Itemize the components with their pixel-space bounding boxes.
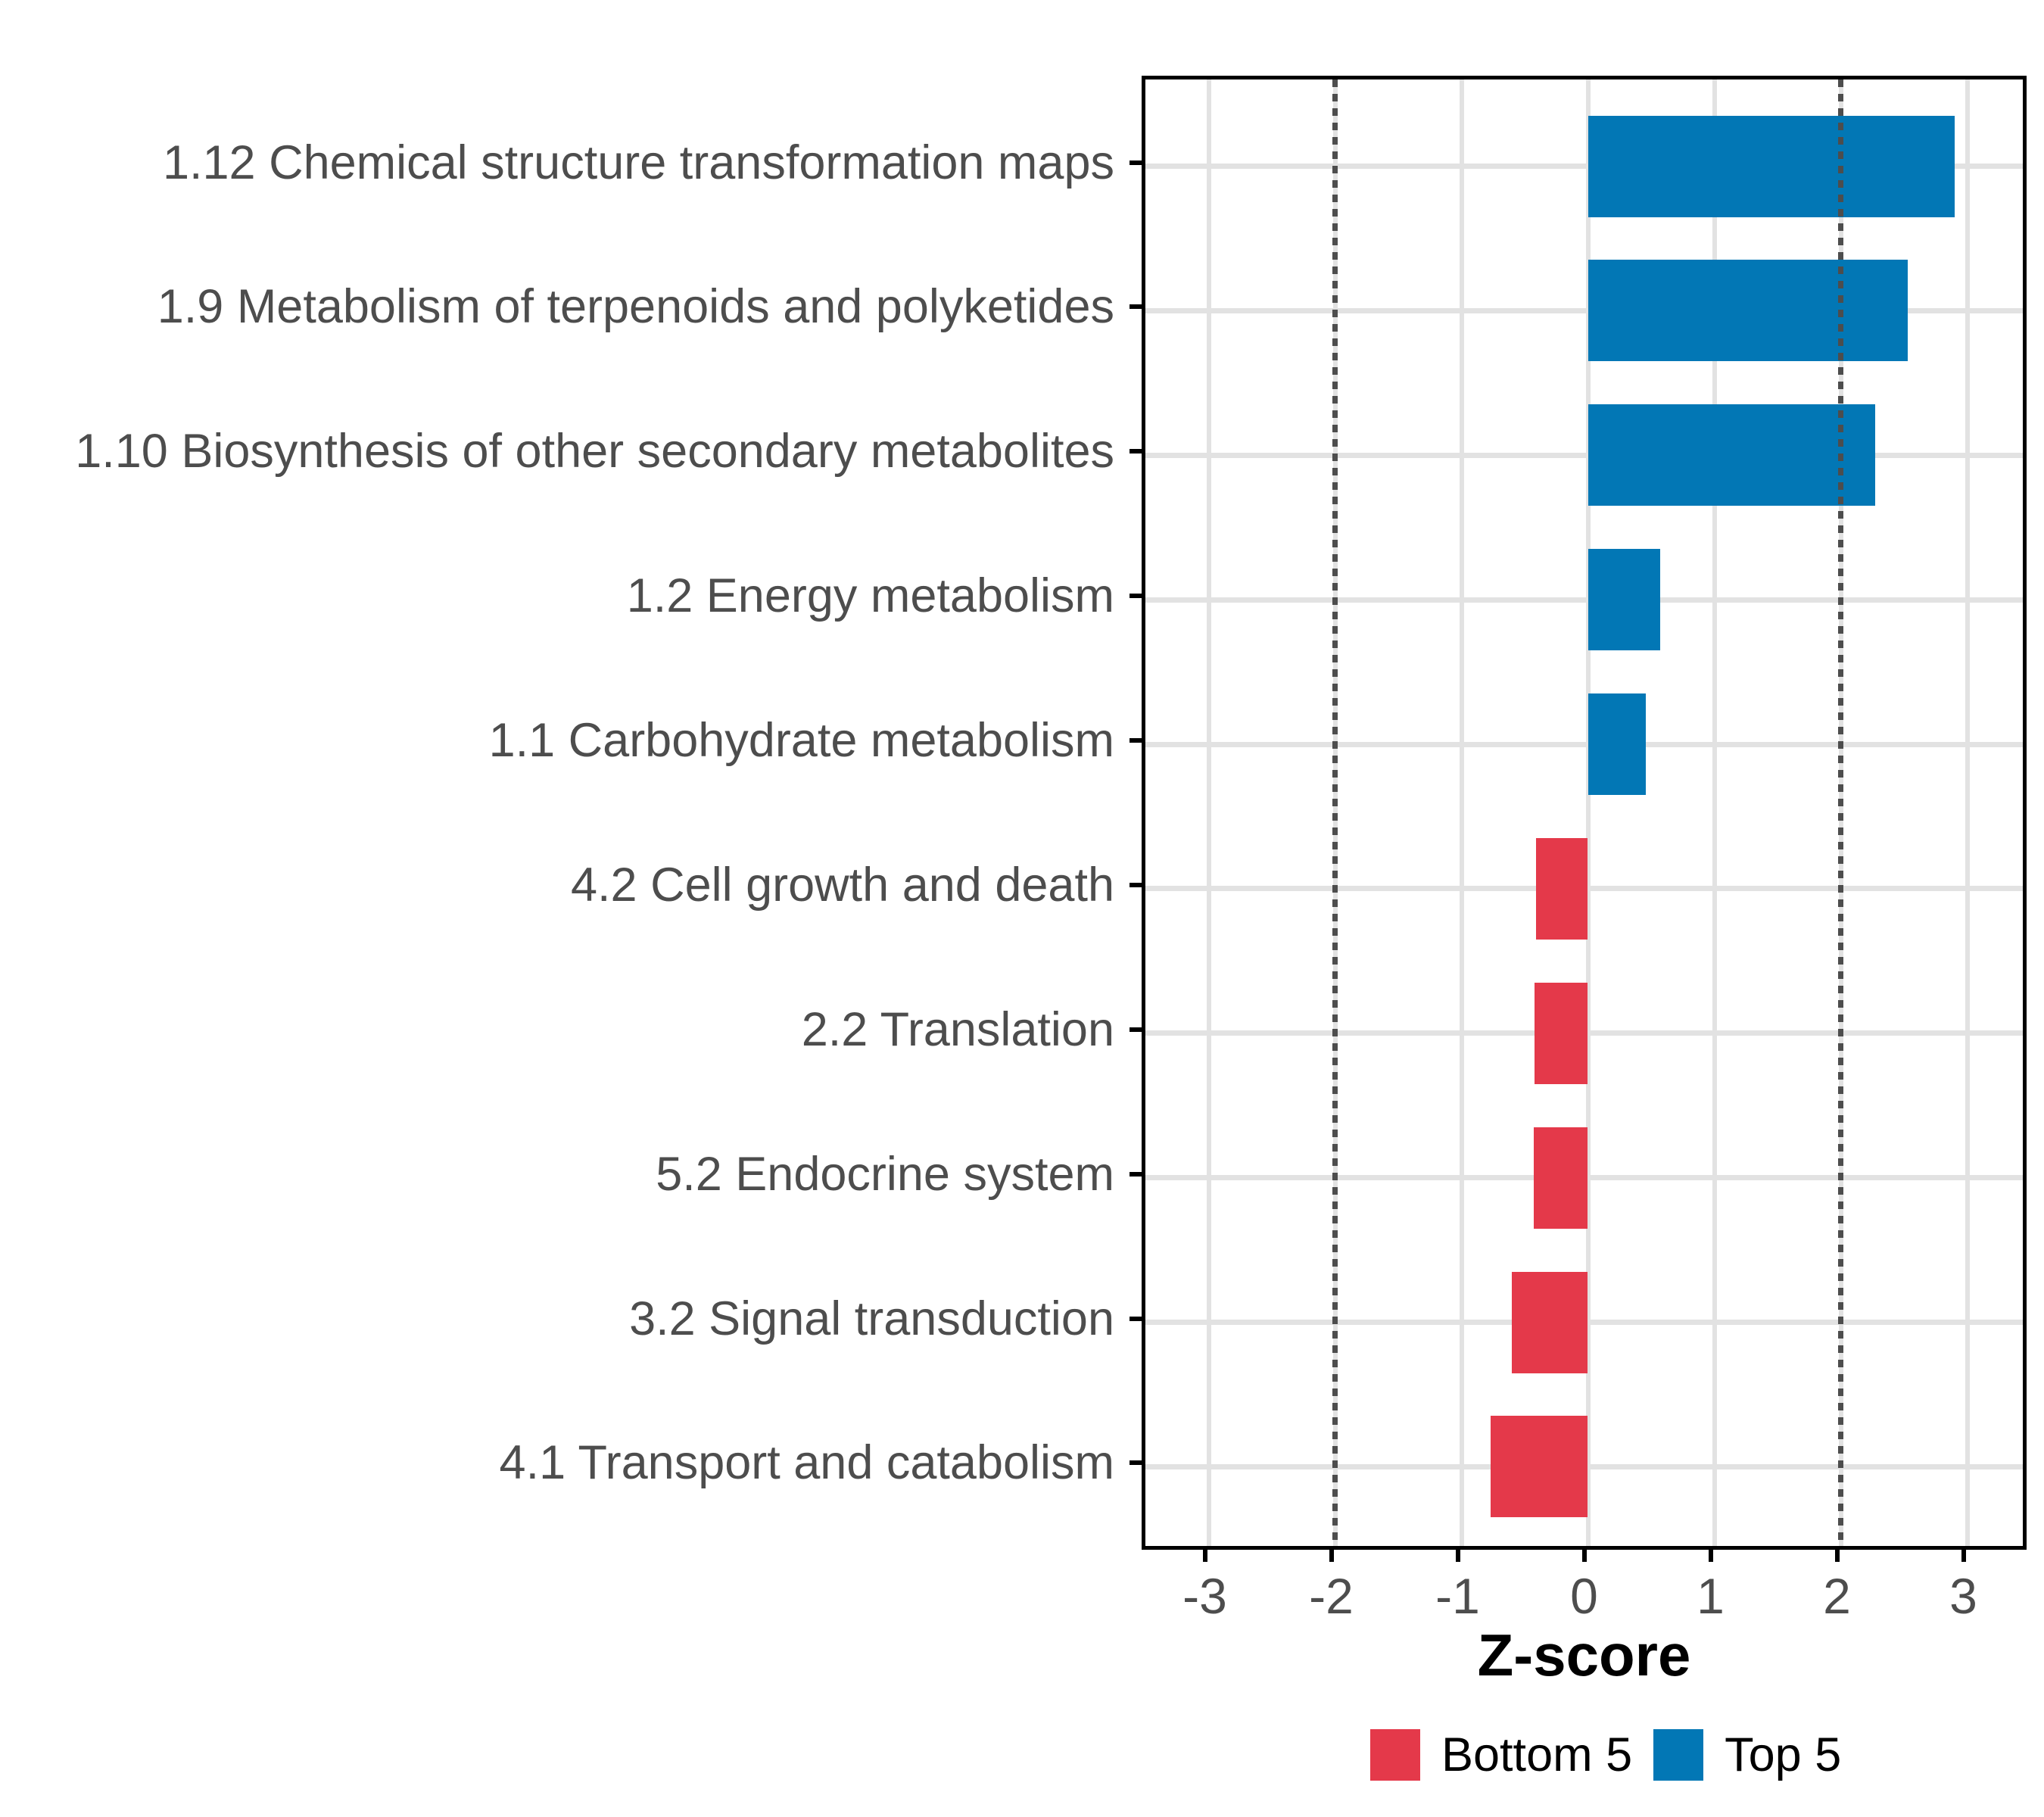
y-tick-mark	[1129, 449, 1142, 454]
legend-swatch-top5	[1653, 1729, 1704, 1781]
gridline-x-1	[1712, 79, 1717, 1546]
bar-top5	[1588, 693, 1647, 796]
reference-line--2	[1332, 79, 1338, 1546]
x-tick-mark	[1834, 1550, 1840, 1562]
x-tick-label: 1	[1697, 1568, 1725, 1624]
gridline-x-3	[1965, 79, 1970, 1546]
x-axis-title: Z-score	[1477, 1622, 1691, 1688]
gridline-row	[1145, 164, 2023, 170]
y-tick-mark	[1129, 1316, 1142, 1321]
x-tick-mark	[1329, 1550, 1334, 1562]
legend-swatch-bottom5	[1370, 1729, 1420, 1781]
y-tick-mark	[1129, 1027, 1142, 1032]
y-category-label: 1.2 Energy metabolism	[626, 569, 1114, 623]
x-tick-mark	[1202, 1550, 1207, 1562]
y-category-label: 4.2 Cell growth and death	[571, 858, 1114, 912]
legend: Bottom 5 Top 5	[1370, 1729, 1841, 1781]
bar-bottom5	[1490, 1416, 1588, 1518]
legend-label-bottom5: Bottom 5	[1441, 1728, 1633, 1781]
y-tick-mark	[1129, 594, 1142, 599]
gridline-x--3	[1206, 79, 1211, 1546]
bar-top5	[1588, 260, 1908, 362]
x-tick-label: 3	[1949, 1568, 1977, 1624]
bar-bottom5	[1512, 1271, 1588, 1373]
y-category-label: 1.10 Biosynthesis of other secondary met…	[75, 425, 1114, 478]
y-tick-mark	[1129, 304, 1142, 310]
x-tick-mark	[1961, 1550, 1966, 1562]
reference-line-2	[1838, 79, 1843, 1546]
gridline-x-0	[1585, 79, 1591, 1546]
y-category-label: 5.2 Endocrine system	[656, 1147, 1114, 1201]
y-category-label: 3.2 Signal transduction	[629, 1292, 1114, 1345]
gridline-row	[1145, 741, 2023, 747]
x-tick-mark	[1455, 1550, 1460, 1562]
x-tick-label: -2	[1309, 1568, 1354, 1624]
x-tick-mark	[1581, 1550, 1587, 1562]
y-tick-mark	[1129, 738, 1142, 743]
legend-label-top5: Top 5	[1725, 1728, 1842, 1781]
y-category-label: 1.1 Carbohydrate metabolism	[488, 714, 1114, 768]
x-tick-label: -1	[1435, 1568, 1480, 1624]
x-tick-mark	[1708, 1550, 1713, 1562]
y-category-label: 2.2 Translation	[801, 1002, 1114, 1056]
gridline-row	[1145, 307, 2023, 313]
y-tick-mark	[1129, 1460, 1142, 1466]
bar-bottom5	[1536, 837, 1588, 940]
y-category-label: 1.12 Chemical structure transformation m…	[162, 136, 1114, 189]
y-category-label: 4.1 Transport and catabolism	[499, 1436, 1114, 1490]
bar-bottom5	[1533, 1127, 1588, 1229]
gridline-row	[1145, 452, 2023, 458]
bar-bottom5	[1535, 982, 1588, 1084]
y-category-label: 1.9 Metabolism of terpenoids and polyket…	[157, 280, 1114, 334]
gridline-row	[1145, 597, 2023, 603]
y-tick-mark	[1129, 160, 1142, 165]
bar-top5	[1588, 404, 1875, 506]
plot-panel	[1142, 76, 2027, 1550]
x-tick-label: 0	[1570, 1568, 1598, 1624]
gridline-x--1	[1459, 79, 1464, 1546]
x-tick-label: -3	[1182, 1568, 1227, 1624]
bar-top5	[1588, 549, 1660, 651]
y-tick-mark	[1129, 1171, 1142, 1177]
bar-top5	[1588, 115, 1955, 217]
y-tick-mark	[1129, 882, 1142, 887]
x-tick-label: 2	[1823, 1568, 1851, 1624]
